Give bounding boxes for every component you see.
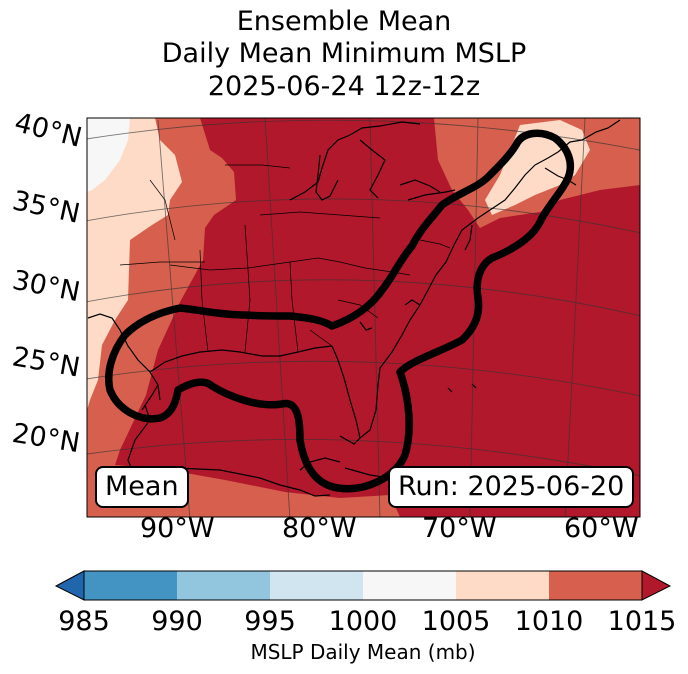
map-frame bbox=[86, 117, 641, 518]
colorbar-extend-low bbox=[54, 570, 85, 601]
title-line-1: Ensemble Mean bbox=[236, 6, 452, 37]
colorbar-bin-990-995 bbox=[177, 571, 270, 600]
lon-label-70w: 70°W bbox=[422, 513, 497, 544]
lon-label-90w: 90°W bbox=[140, 513, 215, 544]
colorbar-tick-1005: 1005 bbox=[421, 606, 491, 637]
title-line-3: 2025-06-24 12z-12z bbox=[207, 71, 481, 102]
colorbar bbox=[54, 570, 672, 601]
map-area bbox=[87, 118, 640, 517]
state-borders bbox=[119, 164, 451, 353]
ensemble-mean-contour bbox=[105, 129, 575, 493]
colorbar-bin-985-990 bbox=[84, 571, 177, 600]
colorbar-frame bbox=[83, 570, 643, 601]
colorbar-tick-990: 990 bbox=[151, 606, 203, 637]
mean-badge: Mean bbox=[95, 466, 189, 508]
title-line-2: Daily Mean Minimum MSLP bbox=[161, 38, 527, 69]
colorbar-tick-985: 985 bbox=[58, 606, 110, 637]
lon-label-80w: 80°W bbox=[282, 513, 357, 544]
colorbar-bin-1000-1005 bbox=[363, 571, 456, 600]
colorbar-tick-995: 995 bbox=[244, 606, 296, 637]
colorbar-bin-995-1000 bbox=[270, 571, 363, 600]
colorbar-tick-1015: 1015 bbox=[607, 606, 677, 637]
colorbar-label: MSLP Daily Mean (mb) bbox=[250, 640, 476, 664]
colorbar-tick-1000: 1000 bbox=[328, 606, 398, 637]
colorbar-bin-1005-1010 bbox=[456, 571, 549, 600]
pressure-field-1010-1015 bbox=[87, 118, 400, 517]
colorbar-extend-high bbox=[641, 570, 672, 601]
colorbar-tick-1010: 1010 bbox=[514, 606, 584, 637]
pressure-field-1000-1005 bbox=[87, 118, 130, 192]
colorbar-bin-1010-1015 bbox=[549, 571, 642, 600]
run-date-badge: Run: 2025-06-20 bbox=[388, 466, 635, 508]
lon-label-60w: 60°W bbox=[564, 513, 639, 544]
